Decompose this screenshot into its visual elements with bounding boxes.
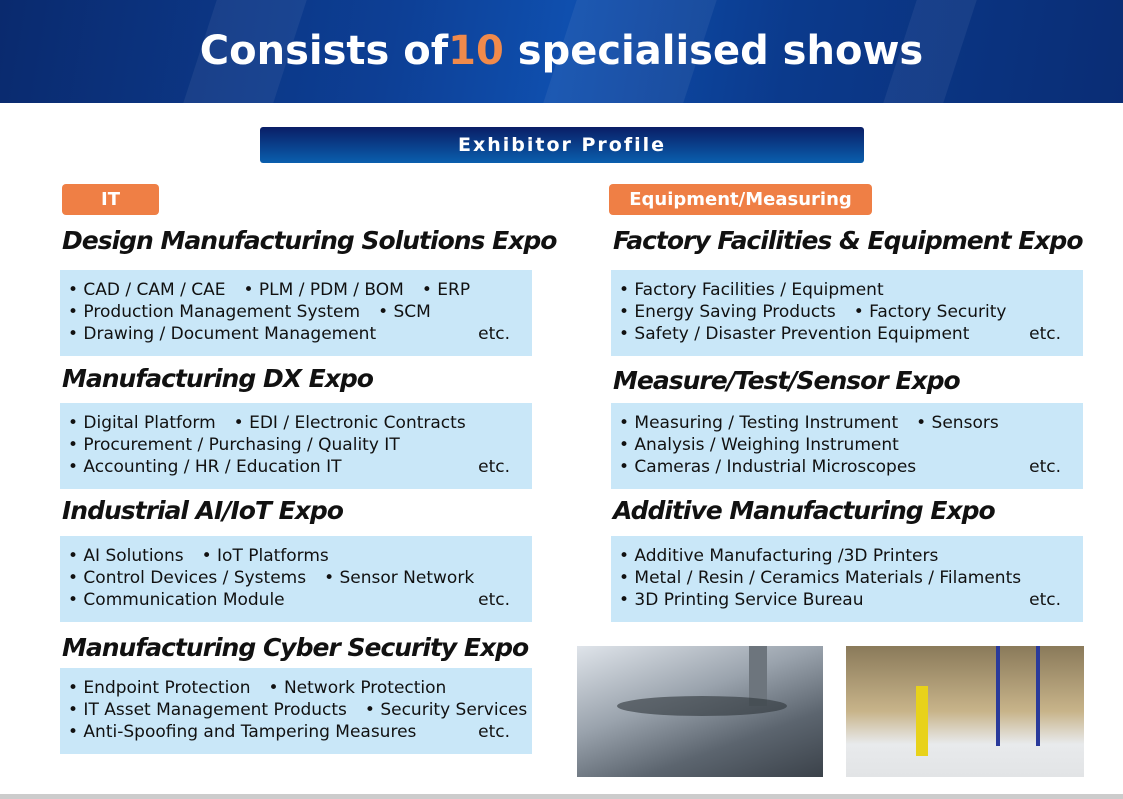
expo-title: Manufacturing Cyber Security Expo	[62, 633, 529, 662]
expo-title: Factory Facilities & Equipment Expo	[613, 226, 1083, 255]
header-banner: Consists of10 specialised shows	[0, 0, 1123, 103]
page-title: Consists of10 specialised shows	[199, 28, 924, 74]
etc-label: etc.	[478, 324, 510, 344]
footer-bar	[0, 794, 1123, 799]
item-line: • Measuring / Testing Instrument • Sensor…	[619, 412, 1061, 434]
expo-item-box: • CAD / CAM / CAE • PLM / PDM / BOM • ERP •…	[60, 270, 532, 356]
item-line: • Analysis / Weighing Instrument	[619, 434, 1061, 456]
item: • Drawing / Document Management	[68, 324, 377, 344]
item-line: • Energy Saving Products • Factory Securi…	[619, 301, 1061, 323]
item: • Communication Module	[68, 590, 285, 610]
item-line: • Accounting / HR / Education IT etc.	[68, 456, 510, 478]
item: • Metal / Resin / Ceramics Materials / F…	[619, 568, 1022, 588]
exhibitor-profile-banner: Exhibitor Profile	[260, 127, 864, 163]
item: • Endpoint Protection	[68, 678, 251, 698]
item: • PLM / PDM / BOM	[243, 280, 404, 300]
item-line: • 3D Printing Service Bureau etc.	[619, 589, 1061, 611]
expo-item-box: • AI Solutions • IoT Platforms • Control D…	[60, 536, 532, 622]
item: • EDI / Electronic Contracts	[233, 413, 466, 433]
item: • CAD / CAM / CAE	[68, 280, 226, 300]
item: • IoT Platforms	[201, 546, 329, 566]
expo-item-box: • Endpoint Protection • Network Protectio…	[60, 668, 532, 754]
expo-item-box: • Digital Platform • EDI / Electronic Con…	[60, 403, 532, 489]
item: • Accounting / HR / Education IT	[68, 457, 342, 477]
item: • Sensor Network	[324, 568, 475, 588]
item-line: • Factory Facilities / Equipment	[619, 279, 1061, 301]
item: • ERP	[421, 280, 471, 300]
item-line: • Drawing / Document Management etc.	[68, 323, 510, 345]
item: • Factory Facilities / Equipment	[619, 280, 884, 300]
item: • Cameras / Industrial Microscopes	[619, 457, 917, 477]
item-line: • IT Asset Management Products • Security…	[68, 699, 527, 721]
item-line: • Metal / Resin / Ceramics Materials / F…	[619, 567, 1061, 589]
etc-label: etc.	[478, 722, 510, 742]
item-line: • Communication Module etc.	[68, 589, 510, 611]
item-line: • Endpoint Protection • Network Protectio…	[68, 677, 510, 699]
etc-label: etc.	[478, 590, 510, 610]
item-line: • Additive Manufacturing /3D Printers	[619, 545, 1061, 567]
engine-block-measuring-photo	[577, 646, 823, 777]
item-line: • Safety / Disaster Prevention Equipment…	[619, 323, 1061, 345]
item: • Additive Manufacturing /3D Printers	[619, 546, 939, 566]
item: • Sensors	[916, 413, 999, 433]
etc-label: etc.	[478, 457, 510, 477]
item: • Procurement / Purchasing / Quality IT	[68, 435, 400, 455]
item-line: • Production Management System • SCM	[68, 301, 510, 323]
expo-title: Additive Manufacturing Expo	[613, 496, 996, 525]
item: • Factory Security	[853, 302, 1007, 322]
expo-title: Measure/Test/Sensor Expo	[613, 366, 961, 395]
expo-item-box: • Additive Manufacturing /3D Printers • M…	[611, 536, 1083, 622]
etc-label: etc.	[1029, 457, 1061, 477]
item: • Digital Platform	[68, 413, 216, 433]
item: • Safety / Disaster Prevention Equipment	[619, 324, 970, 344]
category-tag-equipment: Equipment/Measuring	[609, 184, 872, 215]
expo-title: Design Manufacturing Solutions Expo	[62, 226, 557, 255]
item-line: • Control Devices / Systems • Sensor Netw…	[68, 567, 510, 589]
item-line: • CAD / CAM / CAE • PLM / PDM / BOM • ERP	[68, 279, 510, 301]
expo-title: Manufacturing DX Expo	[62, 364, 374, 393]
item-line: • Anti-Spoofing and Tampering Measures et…	[68, 721, 510, 743]
item: • Network Protection	[268, 678, 447, 698]
category-tag-it: IT	[62, 184, 159, 215]
etc-label: etc.	[1029, 590, 1061, 610]
item: • Security Services	[364, 700, 528, 720]
item: • IT Asset Management Products	[68, 700, 347, 720]
item-line: • AI Solutions • IoT Platforms	[68, 545, 510, 567]
item: • AI Solutions	[68, 546, 184, 566]
item: • Production Management System	[68, 302, 361, 322]
item: • SCM	[378, 302, 431, 322]
item: • Analysis / Weighing Instrument	[619, 435, 899, 455]
item-line: • Procurement / Purchasing / Quality IT	[68, 434, 510, 456]
item-line: • Cameras / Industrial Microscopes etc.	[619, 456, 1061, 478]
expo-title: Industrial AI/IoT Expo	[62, 496, 344, 525]
item-line: • Digital Platform • EDI / Electronic Con…	[68, 412, 510, 434]
expo-item-box: • Measuring / Testing Instrument • Sensor…	[611, 403, 1083, 489]
item: • Anti-Spoofing and Tampering Measures	[68, 722, 417, 742]
warehouse-forklift-photo	[846, 646, 1084, 777]
item: • Measuring / Testing Instrument	[619, 413, 899, 433]
item: • Control Devices / Systems	[68, 568, 307, 588]
expo-item-box: • Factory Facilities / Equipment • Energy…	[611, 270, 1083, 356]
item: • 3D Printing Service Bureau	[619, 590, 864, 610]
item: • Energy Saving Products	[619, 302, 836, 322]
etc-label: etc.	[1029, 324, 1061, 344]
